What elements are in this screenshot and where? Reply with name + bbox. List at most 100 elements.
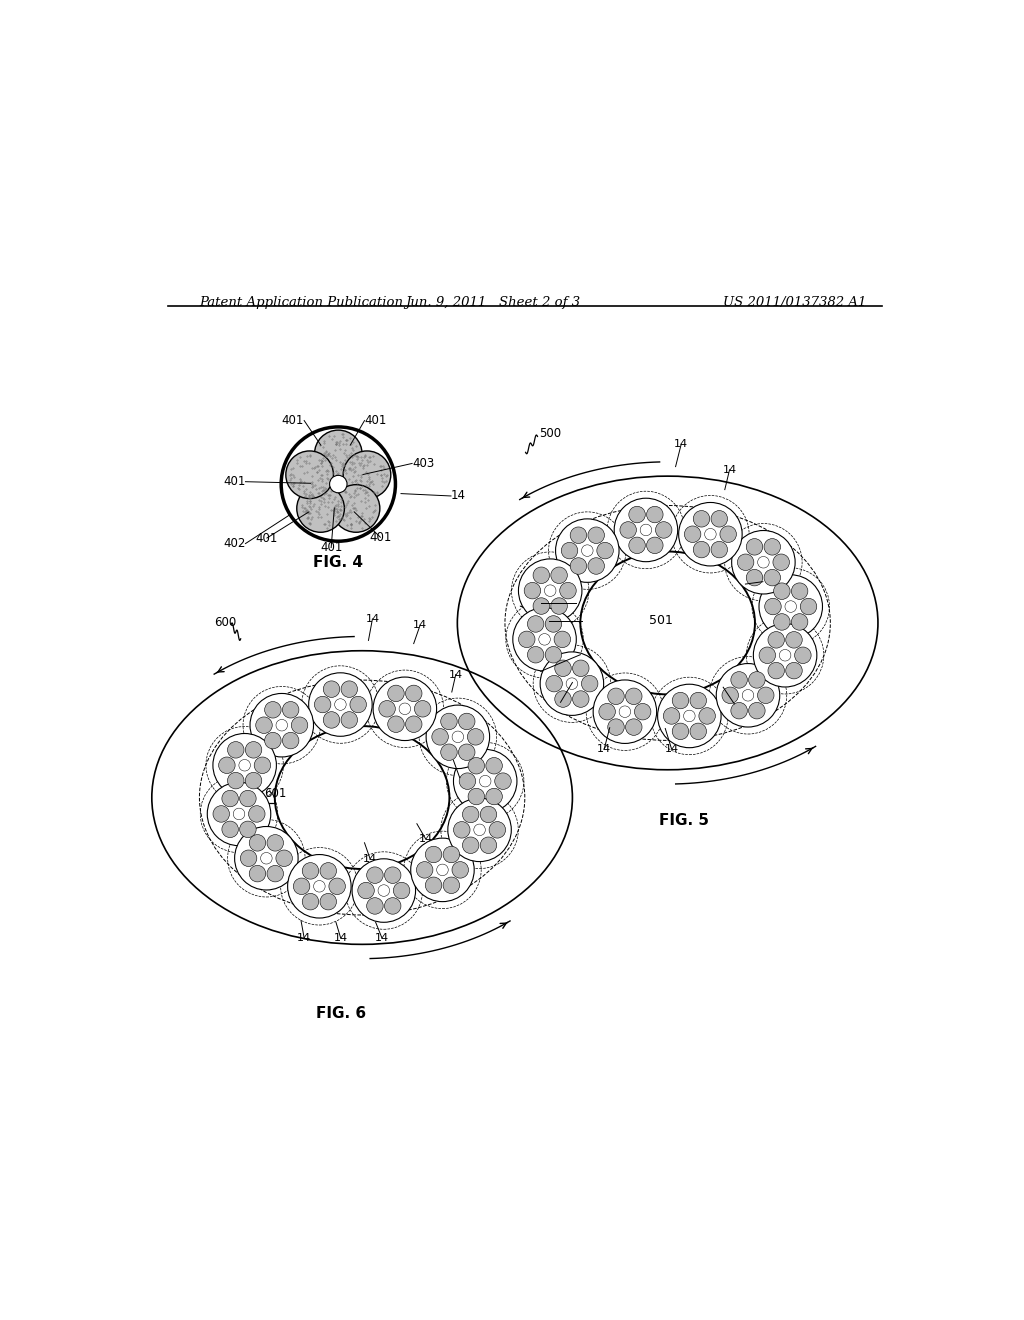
- Circle shape: [555, 690, 571, 708]
- Circle shape: [746, 539, 763, 556]
- Circle shape: [646, 537, 664, 553]
- Text: FIG. 5: FIG. 5: [658, 813, 709, 829]
- Circle shape: [732, 531, 796, 594]
- Circle shape: [319, 863, 337, 879]
- Text: US 2011/0137382 A1: US 2011/0137382 A1: [723, 296, 866, 309]
- Circle shape: [655, 521, 672, 539]
- Circle shape: [684, 710, 695, 722]
- Circle shape: [283, 701, 299, 718]
- Text: 401: 401: [223, 475, 246, 488]
- Circle shape: [454, 750, 517, 813]
- Text: Jun. 9, 2011   Sheet 2 of 3: Jun. 9, 2011 Sheet 2 of 3: [406, 296, 581, 309]
- Circle shape: [620, 521, 637, 539]
- Circle shape: [286, 451, 334, 499]
- Text: 14: 14: [413, 620, 427, 631]
- Text: 14: 14: [756, 577, 770, 586]
- Circle shape: [527, 647, 544, 663]
- Circle shape: [626, 688, 642, 705]
- Circle shape: [608, 719, 625, 735]
- Circle shape: [779, 649, 791, 661]
- Text: 600: 600: [214, 615, 236, 628]
- Circle shape: [545, 647, 562, 663]
- Circle shape: [393, 882, 410, 899]
- Circle shape: [293, 878, 310, 895]
- Circle shape: [443, 876, 460, 894]
- Ellipse shape: [274, 726, 450, 869]
- Circle shape: [705, 528, 716, 540]
- Circle shape: [319, 894, 337, 909]
- Circle shape: [297, 484, 344, 532]
- Circle shape: [555, 660, 571, 677]
- Circle shape: [341, 711, 357, 729]
- Circle shape: [227, 742, 244, 758]
- Circle shape: [222, 821, 239, 838]
- Circle shape: [241, 850, 257, 866]
- Circle shape: [314, 696, 331, 713]
- Circle shape: [551, 598, 567, 614]
- Circle shape: [489, 821, 506, 838]
- Circle shape: [746, 569, 763, 586]
- Circle shape: [250, 693, 313, 756]
- Circle shape: [343, 451, 391, 499]
- Circle shape: [388, 685, 404, 702]
- Circle shape: [566, 678, 578, 689]
- Circle shape: [485, 758, 503, 774]
- Circle shape: [572, 690, 589, 708]
- Circle shape: [629, 537, 645, 553]
- Circle shape: [291, 717, 308, 734]
- Circle shape: [599, 704, 615, 719]
- Circle shape: [572, 660, 589, 677]
- Text: 14: 14: [366, 614, 380, 624]
- Circle shape: [324, 711, 340, 729]
- Circle shape: [227, 772, 244, 789]
- Circle shape: [463, 807, 479, 822]
- Circle shape: [640, 524, 651, 536]
- Text: 14: 14: [665, 744, 679, 754]
- Circle shape: [479, 775, 490, 787]
- Circle shape: [246, 742, 262, 758]
- Circle shape: [754, 623, 817, 686]
- Text: 14: 14: [375, 933, 389, 942]
- Circle shape: [264, 701, 282, 718]
- Circle shape: [468, 788, 484, 805]
- Circle shape: [759, 574, 822, 639]
- Circle shape: [246, 772, 262, 789]
- Circle shape: [302, 863, 318, 879]
- Circle shape: [629, 507, 645, 523]
- Circle shape: [646, 507, 664, 523]
- Circle shape: [459, 744, 475, 760]
- Circle shape: [454, 821, 470, 838]
- Circle shape: [722, 686, 738, 704]
- Circle shape: [468, 758, 484, 774]
- Circle shape: [332, 484, 380, 532]
- Circle shape: [329, 878, 345, 895]
- Circle shape: [240, 791, 256, 807]
- Circle shape: [534, 598, 550, 614]
- Circle shape: [582, 545, 593, 557]
- Circle shape: [267, 866, 284, 882]
- Circle shape: [411, 838, 474, 902]
- Circle shape: [664, 708, 680, 725]
- Text: FIG. 4: FIG. 4: [313, 554, 364, 570]
- Circle shape: [384, 867, 401, 883]
- Circle shape: [288, 854, 351, 917]
- Circle shape: [684, 525, 700, 543]
- Circle shape: [213, 805, 229, 822]
- Text: 402: 402: [223, 537, 246, 550]
- Circle shape: [260, 853, 272, 865]
- Circle shape: [614, 498, 678, 562]
- Circle shape: [254, 756, 270, 774]
- Circle shape: [657, 684, 721, 747]
- Circle shape: [379, 701, 395, 717]
- Circle shape: [474, 824, 485, 836]
- Circle shape: [672, 692, 689, 709]
- Circle shape: [432, 729, 449, 744]
- Text: 14: 14: [542, 615, 556, 626]
- Circle shape: [459, 713, 475, 730]
- Circle shape: [452, 731, 464, 743]
- Circle shape: [341, 681, 357, 697]
- Circle shape: [759, 647, 775, 664]
- Circle shape: [593, 680, 656, 743]
- Text: 601: 601: [263, 841, 286, 853]
- Circle shape: [443, 846, 460, 863]
